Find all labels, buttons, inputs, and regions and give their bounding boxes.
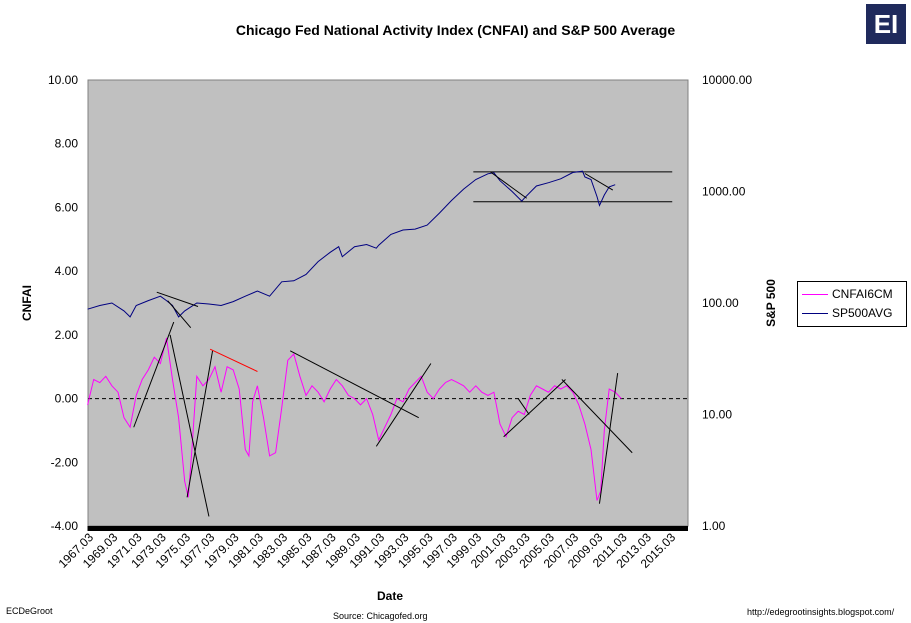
y2-tick-label: 10.00 bbox=[702, 408, 732, 422]
y-tick-label: -4.00 bbox=[51, 519, 79, 533]
legend-item-sp500: SP500AVG bbox=[802, 305, 892, 321]
x-axis-title: Date bbox=[377, 589, 403, 603]
legend-swatch-sp500 bbox=[802, 312, 828, 314]
trend-line bbox=[598, 373, 619, 504]
legend-label-sp500: SP500AVG bbox=[832, 306, 893, 320]
author-label: ECDeGroot bbox=[6, 606, 53, 616]
trend-line bbox=[503, 379, 566, 438]
trend-line bbox=[133, 321, 175, 428]
sp500-trend-line bbox=[167, 300, 192, 329]
y2-tick-label: 1.00 bbox=[702, 519, 726, 533]
sp500-trend-line bbox=[584, 173, 614, 191]
legend-label-cnfai: CNFAI6CM bbox=[832, 287, 893, 301]
legend-swatch-cnfai bbox=[802, 293, 828, 295]
series-line-cnfai6cm bbox=[87, 337, 622, 501]
trend-line bbox=[289, 350, 419, 419]
trend-line bbox=[186, 350, 214, 498]
y-axis-title: CNFAI bbox=[20, 285, 34, 321]
sp500-trend-line bbox=[490, 171, 527, 199]
y2-tick-label: 1000.00 bbox=[702, 185, 746, 199]
y2-tick-label: 10000.00 bbox=[702, 73, 752, 87]
trend-line bbox=[375, 363, 432, 447]
y-tick-label: 4.00 bbox=[55, 264, 79, 278]
y-tick-label: 2.00 bbox=[55, 328, 79, 342]
legend-item-cnfai: CNFAI6CM bbox=[802, 286, 893, 302]
x-axis-band bbox=[88, 526, 688, 531]
y2-axis-title: S&P 500 bbox=[764, 279, 778, 327]
source-label: Source: Chicagofed.org bbox=[333, 611, 428, 621]
url-label: http://edegrootinsights.blogspot.com/ bbox=[747, 607, 895, 617]
y-tick-label: -2.00 bbox=[51, 455, 79, 469]
trend-line bbox=[517, 398, 530, 415]
chart-title: Chicago Fed National Activity Index (CNF… bbox=[235, 22, 676, 38]
y-tick-label: 0.00 bbox=[55, 392, 79, 406]
plot-area bbox=[87, 79, 689, 527]
logo: EI bbox=[866, 4, 906, 44]
highlight-trend-line bbox=[209, 348, 258, 372]
y-tick-label: 6.00 bbox=[55, 200, 79, 214]
trend-line bbox=[561, 379, 633, 454]
trend-line bbox=[169, 334, 210, 517]
y-tick-label: 10.00 bbox=[48, 73, 78, 87]
sp500-trend-line bbox=[156, 291, 199, 307]
legend: CNFAI6CM SP500AVG bbox=[797, 281, 907, 327]
y-tick-label: 8.00 bbox=[55, 137, 79, 151]
y2-tick-label: 100.00 bbox=[702, 296, 739, 310]
